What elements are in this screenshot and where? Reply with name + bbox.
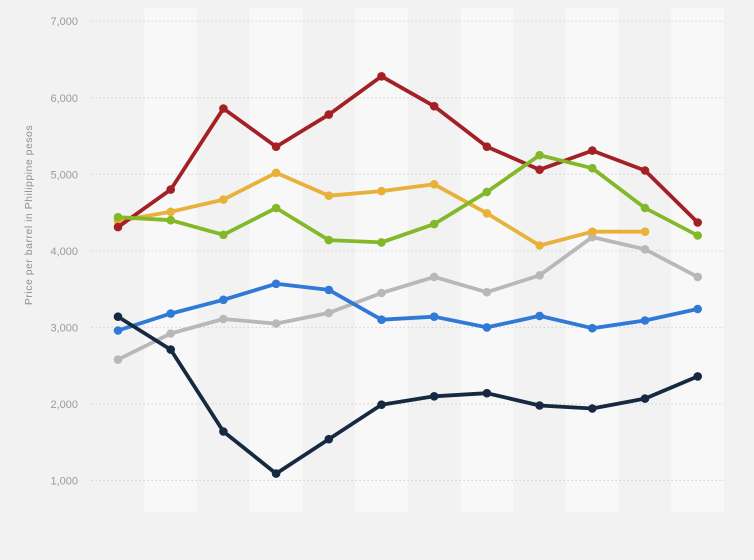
series-dark-navy-point-marker[interactable] bbox=[693, 372, 702, 381]
series-blue-point-marker[interactable] bbox=[429, 312, 439, 322]
y-tick-label: 2,000 bbox=[50, 399, 78, 411]
series-green-point-marker[interactable] bbox=[377, 238, 386, 247]
y-axis-title: Price per barrel in Philippine pesos bbox=[23, 125, 35, 305]
background-bands-layer bbox=[144, 8, 725, 512]
series-amber-point-marker[interactable] bbox=[271, 168, 281, 178]
series-green-point-marker[interactable] bbox=[113, 212, 123, 222]
series-amber-point-marker[interactable] bbox=[219, 195, 228, 204]
plot-band bbox=[249, 8, 303, 512]
series-blue-point-marker[interactable] bbox=[271, 279, 281, 289]
gridlines-layer bbox=[91, 20, 725, 481]
series-green-point-marker[interactable] bbox=[324, 235, 334, 245]
series-blue-point-marker[interactable] bbox=[482, 323, 492, 332]
series-green-point-marker[interactable] bbox=[588, 163, 597, 173]
series-blue-point-marker[interactable] bbox=[219, 295, 228, 305]
series-green-point-marker[interactable] bbox=[535, 150, 544, 160]
series-green-point-marker[interactable] bbox=[482, 187, 492, 197]
y-tick-label: 7,000 bbox=[50, 16, 78, 28]
series-green-point-marker[interactable] bbox=[219, 230, 228, 240]
series-blue-point-marker[interactable] bbox=[535, 311, 544, 321]
series-green-point-marker[interactable] bbox=[429, 219, 439, 229]
series-dark-navy-point-marker[interactable] bbox=[429, 392, 439, 401]
y-tick-label: 3,000 bbox=[50, 322, 78, 334]
series-gray-point-marker[interactable] bbox=[693, 272, 702, 282]
series-dark-navy-point-marker[interactable] bbox=[640, 394, 650, 403]
series-dark-red-point-marker[interactable] bbox=[429, 101, 439, 111]
series-dark-red-point-marker[interactable] bbox=[166, 185, 175, 194]
series-green-line bbox=[116, 153, 700, 245]
series-amber-point-marker[interactable] bbox=[482, 209, 492, 218]
series-dark-navy-point-marker[interactable] bbox=[377, 400, 386, 410]
series-gray-point-marker[interactable] bbox=[271, 319, 281, 328]
series-dark-red-point-marker[interactable] bbox=[271, 142, 281, 151]
y-tick-label: 5,000 bbox=[50, 169, 78, 181]
series-dark-navy-point-marker[interactable] bbox=[166, 345, 175, 354]
y-axis-tick-labels: 1,000 2,000 3,000 4,000 5,000 6,000 7,000 bbox=[50, 16, 78, 487]
series-amber-point-marker[interactable] bbox=[166, 207, 175, 217]
series-blue-point-marker[interactable] bbox=[166, 309, 175, 318]
series-gray-point-marker[interactable] bbox=[429, 272, 439, 282]
plot-band bbox=[144, 8, 198, 512]
series-green-point-marker[interactable] bbox=[166, 215, 175, 225]
series-gray-point-marker[interactable] bbox=[482, 287, 492, 297]
y-tick-label: 1,000 bbox=[50, 476, 78, 488]
series-blue-point-marker[interactable] bbox=[693, 304, 702, 314]
series-green-point-marker[interactable] bbox=[693, 231, 702, 240]
series-dark-red-point-marker[interactable] bbox=[535, 165, 544, 174]
series-gray-point-marker[interactable] bbox=[640, 245, 650, 254]
series-dark-red-point-marker[interactable] bbox=[324, 110, 334, 119]
series-gray-point-marker[interactable] bbox=[113, 355, 123, 364]
series-amber-point-marker[interactable] bbox=[588, 227, 597, 236]
series-gray-point-marker[interactable] bbox=[535, 271, 544, 280]
series-amber-point-marker[interactable] bbox=[429, 180, 439, 189]
series-blue-point-marker[interactable] bbox=[640, 316, 650, 325]
y-tick-label: 4,000 bbox=[50, 246, 78, 258]
series-blue-point-marker[interactable] bbox=[324, 285, 334, 295]
series-dark-red-point-marker[interactable] bbox=[482, 142, 492, 151]
series-blue-point-marker[interactable] bbox=[588, 323, 597, 333]
series-dark-red-point-marker[interactable] bbox=[588, 146, 597, 155]
series-blue-line bbox=[116, 281, 700, 333]
series-dark-red-line bbox=[116, 74, 700, 230]
series-amber-point-marker[interactable] bbox=[324, 191, 334, 200]
series-gray-point-marker[interactable] bbox=[166, 329, 175, 338]
series-blue-point-marker[interactable] bbox=[377, 315, 386, 325]
series-green-point-marker[interactable] bbox=[271, 203, 281, 213]
series-dark-navy-point-marker[interactable] bbox=[535, 401, 544, 410]
series-dark-red-point-marker[interactable] bbox=[640, 166, 650, 175]
plot-band bbox=[355, 8, 408, 512]
plot-band bbox=[671, 8, 725, 512]
series-gray-point-marker[interactable] bbox=[324, 308, 334, 318]
y-tick-label: 6,000 bbox=[50, 93, 78, 105]
series-dark-navy-point-marker[interactable] bbox=[324, 434, 334, 444]
series-dark-navy-point-marker[interactable] bbox=[271, 469, 281, 478]
series-dark-navy-point-marker[interactable] bbox=[588, 404, 597, 413]
series-dark-navy-point-marker[interactable] bbox=[482, 388, 492, 398]
series-green-point-marker[interactable] bbox=[640, 203, 650, 213]
series-amber-point-marker[interactable] bbox=[377, 186, 386, 196]
series-dark-red-point-marker[interactable] bbox=[693, 218, 702, 227]
series-dark-red-point-marker[interactable] bbox=[377, 72, 386, 81]
series-gray-point-marker[interactable] bbox=[219, 314, 228, 324]
series-blue-point-marker[interactable] bbox=[113, 326, 123, 335]
plot-band bbox=[460, 8, 514, 512]
series-dark-navy-point-marker[interactable] bbox=[219, 427, 228, 436]
series-dark-red-point-marker[interactable] bbox=[219, 104, 228, 113]
series-gray-line bbox=[116, 235, 700, 362]
series-dark-navy-line bbox=[116, 314, 700, 476]
series-gray-point-marker[interactable] bbox=[377, 288, 386, 298]
plot-band bbox=[565, 8, 619, 512]
series-amber-point-marker[interactable] bbox=[640, 227, 650, 236]
series-dark-red-point-marker[interactable] bbox=[113, 222, 123, 232]
series-amber-point-marker[interactable] bbox=[535, 241, 544, 250]
data-series-layer bbox=[113, 72, 702, 478]
series-dark-navy-point-marker[interactable] bbox=[113, 312, 123, 322]
